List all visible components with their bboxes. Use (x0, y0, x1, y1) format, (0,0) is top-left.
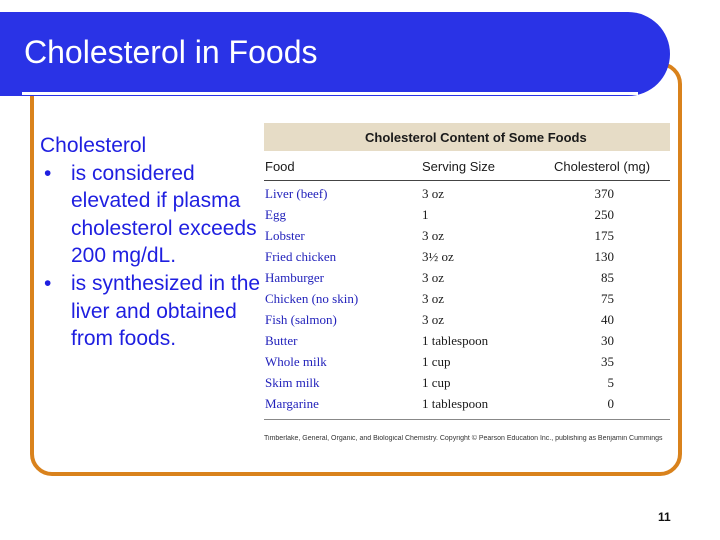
cell-food: Egg (265, 207, 286, 222)
cell-cholesterol: 250 (594, 207, 615, 222)
table-row: Lobster 3 oz 175 (264, 226, 670, 247)
table-row: Liver (beef) 3 oz 370 (264, 184, 670, 205)
cell-cholesterol: 370 (594, 186, 615, 201)
cholesterol-table: Cholesterol Content of Some Foods Food S… (264, 123, 670, 448)
cell-food: Lobster (265, 228, 305, 243)
bullet-marker: • (44, 271, 52, 295)
table-row: Egg 1 250 (264, 205, 670, 226)
cell-serving-size: 3 oz (422, 270, 445, 285)
slide-title: Cholesterol in Foods (24, 34, 318, 70)
cell-cholesterol: 35 (601, 354, 614, 369)
table-row: Chicken (no skin) 3 oz 75 (264, 289, 670, 310)
header-food: Food (265, 159, 295, 174)
cell-cholesterol: 30 (601, 333, 614, 348)
cell-food: Whole milk (265, 354, 327, 369)
cell-food: Skim milk (265, 375, 320, 390)
bullet-item: • is synthesized in the liver and obtain… (40, 270, 270, 353)
cell-food: Butter (265, 333, 298, 348)
cell-cholesterol: 5 (607, 375, 615, 390)
cell-serving-size: 3 oz (422, 228, 445, 243)
cell-serving-size: 1 cup (422, 375, 451, 390)
header-divider (264, 180, 670, 181)
header-serving-size: Serving Size (422, 159, 495, 174)
table-row: Butter 1 tablespoon 30 (264, 331, 670, 352)
table-bottom-divider (264, 419, 670, 420)
cell-cholesterol: 0 (607, 396, 615, 411)
cell-food: Hamburger (265, 270, 324, 285)
bullet-text: is considered elevated if plasma cholest… (71, 161, 257, 268)
cell-cholesterol: 40 (601, 312, 614, 327)
cell-serving-size: 1 tablespoon (422, 396, 489, 411)
cell-serving-size: 3½ oz (422, 249, 454, 264)
table-row: Fried chicken 3½ oz 130 (264, 247, 670, 268)
cell-food: Chicken (no skin) (265, 291, 359, 306)
cell-cholesterol: 85 (601, 270, 614, 285)
cell-cholesterol: 175 (594, 228, 615, 243)
cell-cholesterol: 75 (601, 291, 614, 306)
cell-cholesterol: 130 (594, 249, 615, 264)
bullet-marker: • (44, 161, 52, 185)
cell-serving-size: 3 oz (422, 312, 445, 327)
table-row: Hamburger 3 oz 85 (264, 268, 670, 289)
bullet-text: is synthesized in the liver and obtained… (71, 271, 261, 351)
cell-serving-size: 3 oz (422, 291, 445, 306)
table-title: Cholesterol Content of Some Foods (365, 130, 587, 145)
table-row: Skim milk 1 cup 5 (264, 373, 670, 394)
bullet-item: • is considered elevated if plasma chole… (40, 160, 270, 270)
cell-serving-size: 3 oz (422, 186, 445, 201)
page-number: 11 (658, 510, 671, 524)
body-heading: Cholesterol (40, 134, 147, 157)
cell-food: Fish (salmon) (265, 312, 337, 327)
title-underline (22, 92, 638, 95)
cell-serving-size: 1 tablespoon (422, 333, 489, 348)
cell-food: Fried chicken (265, 249, 337, 264)
cell-food: Margarine (265, 396, 319, 411)
header-cholesterol: Cholesterol (mg) (554, 159, 651, 174)
table-row: Fish (salmon) 3 oz 40 (264, 310, 670, 331)
table-row: Whole milk 1 cup 35 (264, 352, 670, 373)
cell-serving-size: 1 cup (422, 354, 451, 369)
title-banner (0, 12, 670, 96)
body-text: Cholesterol • is considered elevated if … (40, 132, 270, 353)
cell-food: Liver (beef) (265, 186, 328, 201)
table-row: Margarine 1 tablespoon 0 (264, 394, 670, 415)
table-title-bar (264, 123, 670, 151)
source-credit: Timberlake, General, Organic, and Biolog… (264, 435, 663, 442)
cell-serving-size: 1 (422, 207, 429, 222)
